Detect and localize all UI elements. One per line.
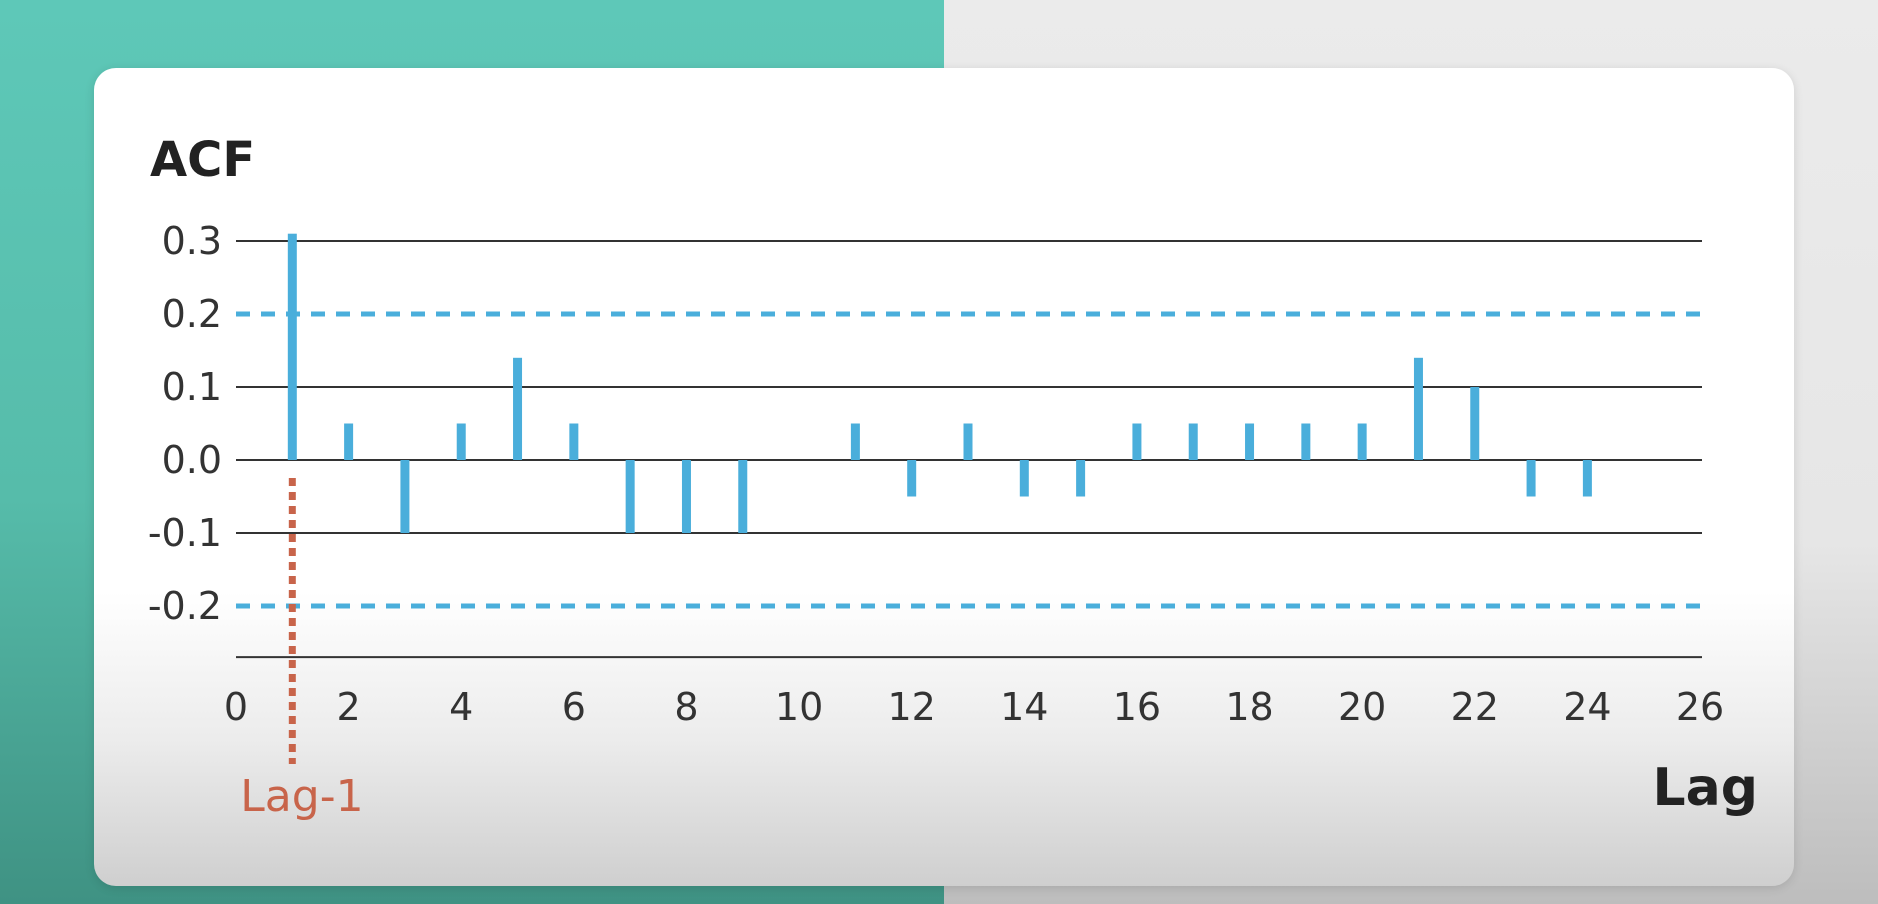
y-tick-label: 0.1: [162, 365, 222, 409]
x-tick-label: 14: [1000, 685, 1048, 729]
acf-bar: [681, 460, 691, 533]
acf-bar: [1582, 460, 1592, 497]
acf-bar: [738, 460, 748, 533]
y-axis-title: ACF: [150, 132, 255, 188]
y-tick-label: 0.3: [162, 219, 222, 263]
acf-bar: [1188, 423, 1198, 460]
chart-card: 0.3 0.2 0.1 0.0 -0.1 -0.2 0 2 4 6 8 10 12 14 16 18 20 22…: [94, 68, 1794, 886]
acf-bar: [1413, 357, 1423, 460]
acf-bar: [1076, 460, 1086, 497]
confidence-bounds: [236, 311, 1702, 609]
x-axis-title: Lag: [1653, 758, 1758, 818]
acf-bar: [513, 357, 523, 460]
x-tick-label: 18: [1225, 685, 1273, 729]
y-tick-label: -0.1: [148, 511, 222, 555]
acf-bar: [287, 233, 297, 460]
lag-1-annotation: Lag-1: [240, 771, 363, 822]
acf-bar: [456, 423, 466, 460]
y-tick-label: 0.2: [162, 292, 222, 336]
acf-bar: [344, 423, 354, 460]
x-tick-label: 6: [562, 685, 586, 729]
annotations: Lag-1: [240, 478, 364, 822]
x-tick-labels: 0 2 4 6 8 10 12 14 16 18 20 22 24 26: [224, 685, 1724, 729]
acf-bar: [400, 460, 410, 533]
acf-bar: [1132, 423, 1142, 460]
acf-bar: [1301, 423, 1311, 460]
acf-bars: [287, 233, 1592, 533]
x-tick-label: 22: [1451, 685, 1499, 729]
x-tick-label: 26: [1676, 685, 1724, 729]
x-tick-label: 4: [449, 685, 473, 729]
x-tick-label: 16: [1113, 685, 1161, 729]
acf-bar: [1357, 423, 1367, 460]
x-tick-label: 24: [1563, 685, 1611, 729]
acf-bar: [1019, 460, 1029, 497]
acf-bar: [1526, 460, 1536, 497]
x-tick-label: 10: [775, 685, 823, 729]
acf-bar: [625, 460, 635, 533]
acf-bar: [569, 423, 579, 460]
y-tick-label: 0.0: [162, 438, 222, 482]
acf-bar: [963, 423, 973, 460]
x-tick-label: 2: [337, 685, 361, 729]
y-tick-label: -0.2: [148, 584, 222, 628]
acf-bar: [850, 423, 860, 460]
acf-bar: [1245, 423, 1255, 460]
acf-bar: [907, 460, 917, 497]
acf-bar: [1470, 387, 1480, 460]
x-tick-label: 8: [674, 685, 698, 729]
x-tick-label: 20: [1338, 685, 1386, 729]
y-tick-labels: 0.3 0.2 0.1 0.0 -0.1 -0.2: [148, 219, 222, 628]
x-tick-label: 0: [224, 685, 248, 729]
x-tick-label: 12: [888, 685, 936, 729]
acf-chart: 0.30.20.10.0-0.1-0.2 0 2 4 6 8 10 12 14 16 18 20 22…: [148, 132, 1758, 822]
